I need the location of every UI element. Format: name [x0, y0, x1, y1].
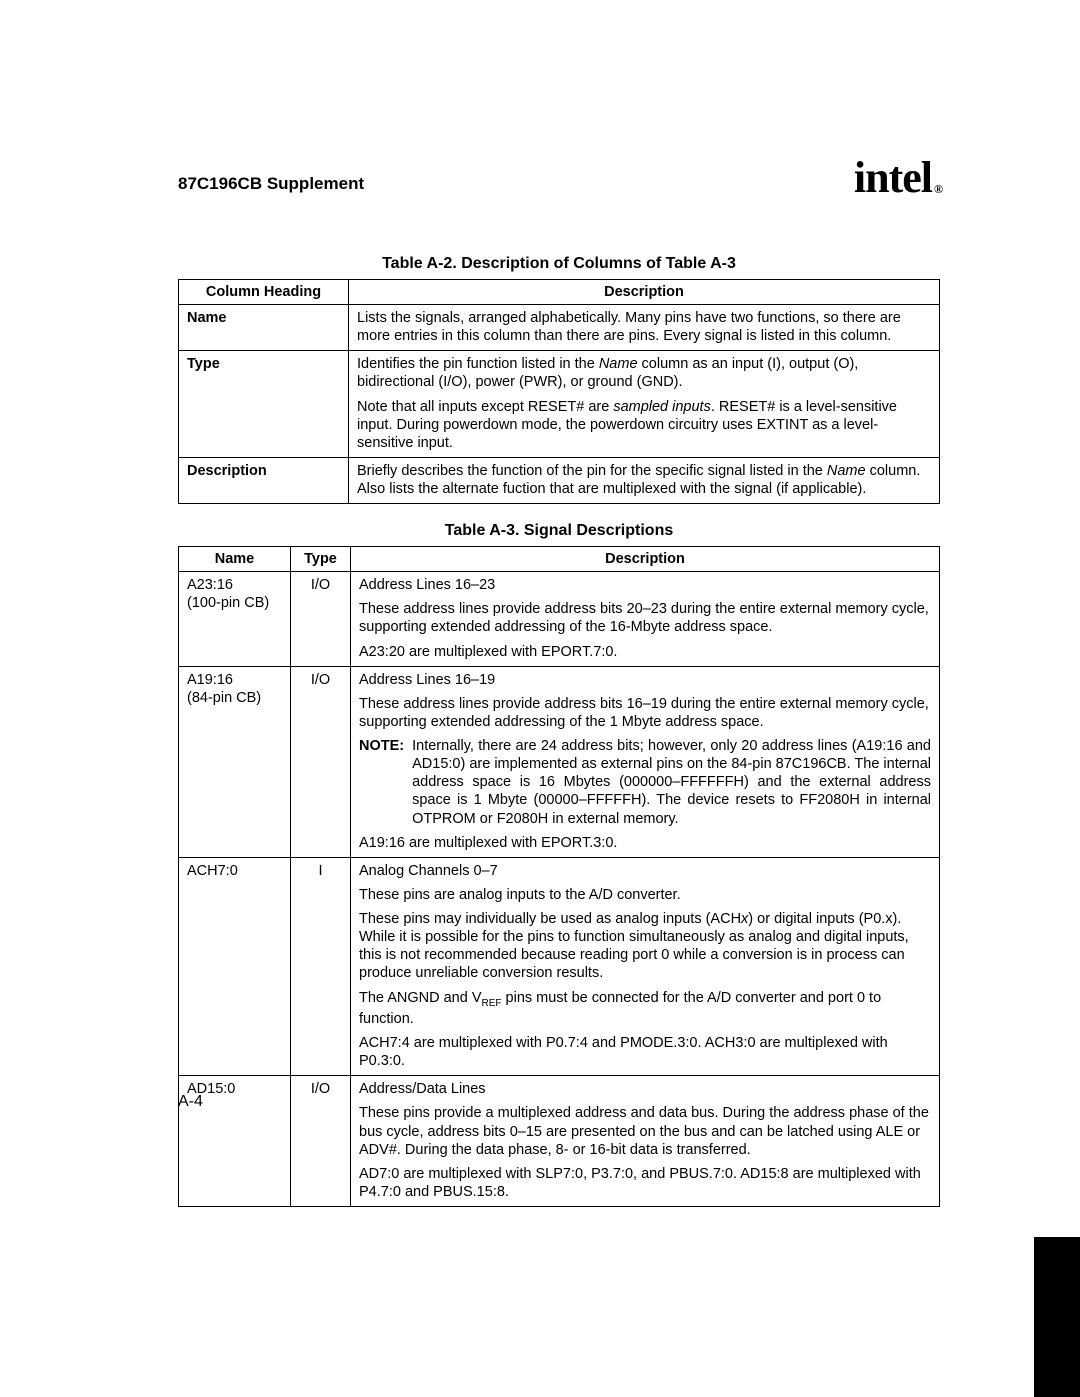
cell-type: I/O — [291, 1076, 351, 1207]
table-row: ACH7:0 I Analog Channels 0–7 These pins … — [179, 857, 940, 1076]
cell-heading: Description — [179, 457, 349, 503]
corner-mark — [1034, 1237, 1080, 1397]
table-a3-header-desc: Description — [351, 547, 940, 572]
cell-description: Address/Data Lines These pins provide a … — [351, 1076, 940, 1207]
table-row: Name Lists the signals, arranged alphabe… — [179, 305, 940, 351]
table-a3-header-type: Type — [291, 547, 351, 572]
table-a2-header-col1: Column Heading — [179, 280, 349, 305]
page-number: A-4 — [178, 1093, 203, 1111]
cell-type: I/O — [291, 572, 351, 667]
cell-name: A23:16 (100-pin CB) — [179, 572, 291, 667]
document-title: 87C196CB Supplement — [178, 174, 364, 194]
table-a2-header-col2: Description — [349, 280, 940, 305]
table-row: Description Briefly describes the functi… — [179, 457, 940, 503]
note-body: Internally, there are 24 address bits; h… — [412, 737, 931, 828]
table-a3-header-name: Name — [179, 547, 291, 572]
table-row: AD15:0 I/O Address/Data Lines These pins… — [179, 1076, 940, 1207]
cell-type: I — [291, 857, 351, 1076]
cell-description: Briefly describes the function of the pi… — [349, 457, 940, 503]
table-row: A23:16 (100-pin CB) I/O Address Lines 16… — [179, 572, 940, 667]
table-row: A19:16 (84-pin CB) I/O Address Lines 16–… — [179, 666, 940, 857]
cell-heading: Type — [179, 351, 349, 458]
page-header: 87C196CB Supplement intel® — [178, 158, 940, 209]
cell-name: ACH7:0 — [179, 857, 291, 1076]
cell-name: A19:16 (84-pin CB) — [179, 666, 291, 857]
table-a3-caption: Table A-3. Signal Descriptions — [178, 522, 940, 540]
cell-description: Lists the signals, arranged alphabetical… — [349, 305, 940, 351]
table-a2-caption: Table A-2. Description of Columns of Tab… — [178, 255, 940, 273]
cell-description: Identifies the pin function listed in th… — [349, 351, 940, 458]
cell-type: I/O — [291, 666, 351, 857]
note-label: NOTE: — [359, 737, 404, 828]
intel-logo: intel® — [854, 152, 940, 203]
table-a3: Name Type Description A23:16 (100-pin CB… — [178, 546, 940, 1207]
cell-description: Address Lines 16–19 These address lines … — [351, 666, 940, 857]
cell-heading: Name — [179, 305, 349, 351]
cell-description: Analog Channels 0–7 These pins are analo… — [351, 857, 940, 1076]
table-row: Type Identifies the pin function listed … — [179, 351, 940, 458]
cell-description: Address Lines 16–23 These address lines … — [351, 572, 940, 667]
table-a2: Column Heading Description Name Lists th… — [178, 279, 940, 504]
